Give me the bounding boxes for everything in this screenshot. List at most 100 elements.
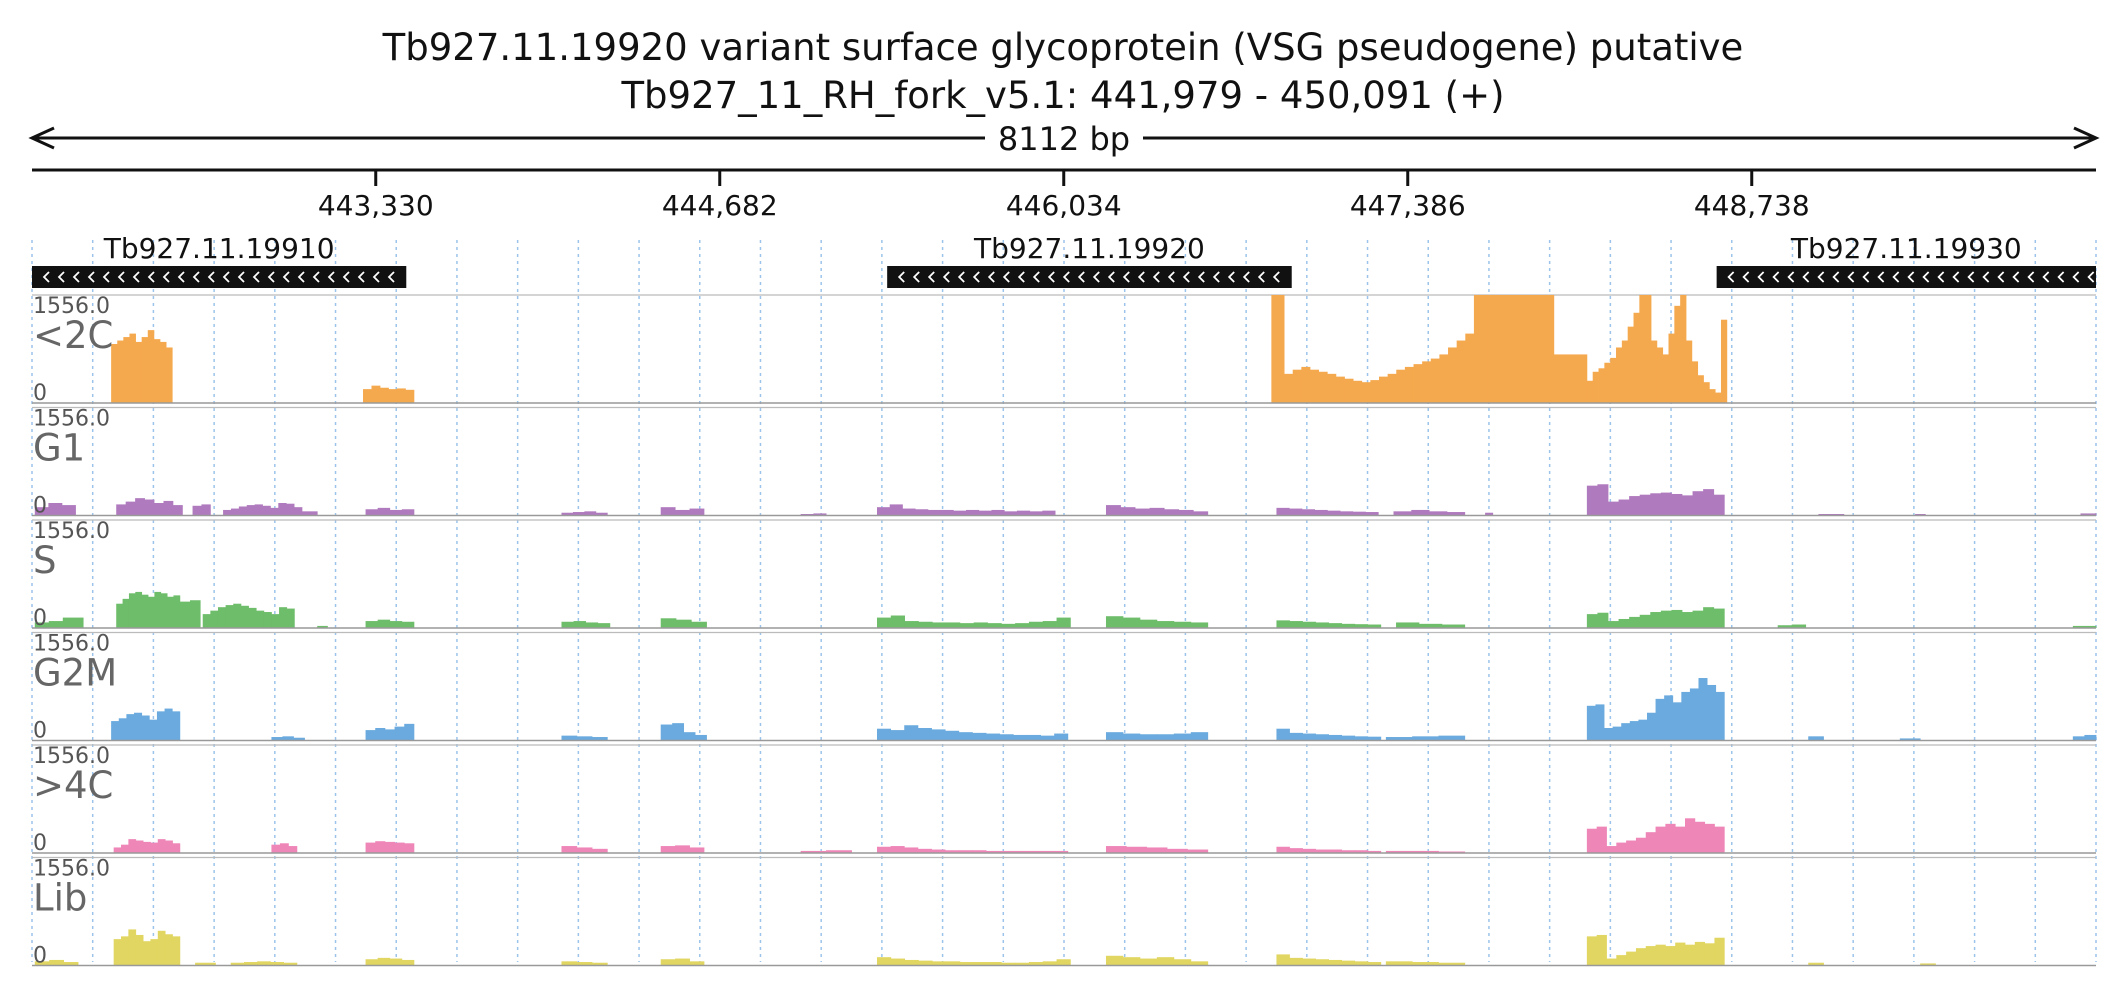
strand-chevron <box>1002 271 1010 283</box>
coverage-bar <box>1692 610 1704 628</box>
coverage-bar <box>1187 849 1209 853</box>
coverage-bar <box>1675 826 1686 853</box>
strand-chevron <box>87 271 95 283</box>
coverage-bar <box>256 610 265 628</box>
strand-chevron <box>1772 271 1780 283</box>
coverage-bar <box>991 509 1005 516</box>
coverage-bar <box>1276 620 1290 628</box>
coverage-bar <box>34 622 50 628</box>
strand-chevron <box>912 271 920 283</box>
coverage-bar <box>121 936 129 966</box>
coverage-bar <box>1146 847 1168 853</box>
coverage-bar <box>377 507 391 516</box>
coverage-bar <box>1441 624 1466 628</box>
coverage-bar <box>1655 944 1666 966</box>
coverage-bar <box>1309 369 1320 403</box>
coverage-bar <box>1040 850 1055 853</box>
coverage-bar <box>927 509 941 516</box>
strand-chevron <box>192 271 200 283</box>
y-max-label: 1556.0 <box>33 857 110 882</box>
coverage-bar <box>1714 826 1725 853</box>
coverage-bar <box>1411 509 1430 516</box>
coverage-bar <box>904 959 919 966</box>
coverage-bar <box>147 330 155 403</box>
coverage-bar <box>1655 826 1666 853</box>
coverage-bar <box>135 341 143 403</box>
coverage-bar <box>1671 609 1683 628</box>
coverage-bar <box>389 958 403 966</box>
strand-chevron <box>132 271 140 283</box>
coverage-bar <box>986 733 1001 741</box>
coverage-bar <box>1385 961 1413 966</box>
strand-chevron <box>1967 271 1975 283</box>
span-label: 8112 bp <box>998 120 1130 158</box>
coverage-bar <box>61 505 76 516</box>
strand-chevron <box>222 271 230 283</box>
coverage-bar <box>278 503 287 516</box>
coverage-bar <box>388 389 398 403</box>
span-arrow-left <box>28 126 55 150</box>
coverage-bar <box>1164 509 1180 516</box>
coverage-bar <box>1665 823 1676 853</box>
coverage-bar <box>1126 846 1148 853</box>
coverage-bar <box>1327 373 1337 403</box>
coverage-bar <box>876 507 891 516</box>
coverage-bar <box>202 614 211 628</box>
strand-chevron <box>1242 271 1250 283</box>
coverage-bar <box>917 728 932 741</box>
strand-chevron <box>102 271 110 283</box>
coverage-bar <box>1668 333 1675 403</box>
coverage-bar <box>1586 614 1598 628</box>
coverage-bar <box>1193 511 1209 516</box>
coverage-bar <box>1178 509 1194 516</box>
coverage-bar <box>1173 959 1192 966</box>
coverage-bar <box>271 844 281 853</box>
coverage-bar <box>163 500 174 516</box>
coverage-bar <box>165 840 173 853</box>
coverage-bar <box>172 843 181 853</box>
coverage-bar <box>890 730 905 741</box>
coverage-bar <box>1120 507 1136 516</box>
coverage-track: 1556.0 0 <2C <box>32 294 2096 406</box>
coverage-bar <box>597 623 611 628</box>
coverage-bar <box>160 593 168 628</box>
coverage-bar <box>1367 962 1382 966</box>
coverage-bar <box>915 509 929 516</box>
y-min-label: 0 <box>33 719 47 744</box>
coverage-bar <box>1704 823 1715 853</box>
coverage-bar <box>1777 625 1793 628</box>
coverage-bar <box>1635 948 1647 966</box>
strand-chevron <box>1847 271 1855 283</box>
coverage-bar <box>890 615 906 628</box>
coverage-bar <box>396 388 406 403</box>
strand-chevron <box>372 271 380 283</box>
coverage-bar <box>1341 960 1356 966</box>
coverage-bar <box>1713 494 1725 516</box>
x-tick-label: 443,330 <box>318 189 434 222</box>
coverage-bar <box>135 840 144 853</box>
strand-chevron <box>1257 271 1265 283</box>
strand-chevron <box>177 271 185 283</box>
coverage-bar <box>917 848 932 853</box>
coverage-bar <box>401 621 415 628</box>
coverage-track: 1556.0 0 G1 <box>32 407 2097 519</box>
coverage-bar <box>122 598 130 628</box>
coverage-bar <box>166 347 173 403</box>
coverage-bar <box>2072 736 2085 741</box>
coverage-bar <box>1013 734 1028 741</box>
coverage-bar <box>1042 961 1057 966</box>
coverage-bar <box>1646 712 1656 741</box>
strand-chevron <box>1122 271 1130 283</box>
gene-feature: Tb927.11.19910 <box>32 232 407 288</box>
coverage-bar <box>1026 734 1041 741</box>
coverage-bar <box>1685 944 1696 966</box>
coverage-bar <box>375 841 386 853</box>
coverage-bar <box>365 842 376 853</box>
coverage-bar <box>1438 735 1466 741</box>
coverage-bar <box>1412 850 1439 853</box>
coverage-bar <box>1629 616 1641 628</box>
coverage-bar <box>1638 719 1648 741</box>
strand-chevron <box>1952 271 1960 283</box>
coverage-bar <box>394 726 405 741</box>
coverage-bar <box>1149 507 1165 516</box>
